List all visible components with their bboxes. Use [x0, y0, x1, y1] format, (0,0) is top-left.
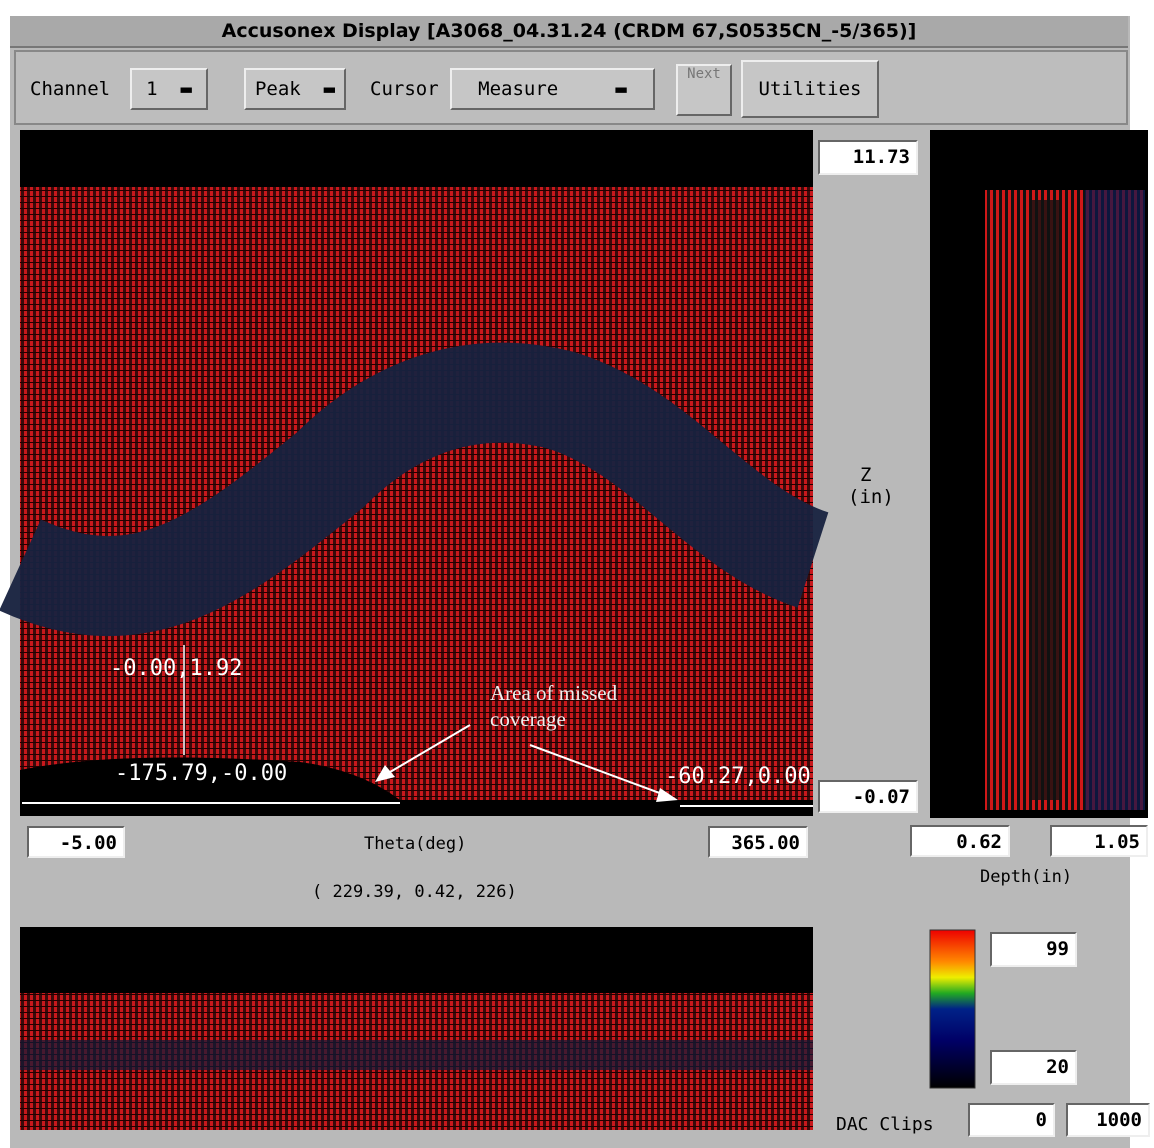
- color-bar: [930, 930, 975, 1088]
- scale-min[interactable]: 20: [990, 1050, 1077, 1085]
- depth-label: Depth(in): [980, 867, 1072, 887]
- dac-max[interactable]: 1000: [1066, 1103, 1150, 1137]
- theta-min[interactable]: -5.00: [27, 826, 125, 858]
- z-max[interactable]: 11.73: [818, 140, 918, 175]
- views: [0, 0, 1154, 1148]
- cursor-coords: -0.00,1.92: [110, 656, 242, 681]
- right-edge-coords: -60.27,0.00: [665, 764, 813, 789]
- z-unit: (in): [848, 486, 894, 508]
- left-edge-coords: -175.79,-0.00: [115, 761, 287, 786]
- bottom-view: [20, 927, 813, 1130]
- theta-label: Theta(deg): [364, 834, 466, 854]
- annotation-line: coverage: [490, 706, 617, 732]
- dac-label: DAC Clips: [836, 1114, 934, 1135]
- main-view: [20, 130, 813, 816]
- page: Accusonex Display [A3068_04.31.24 (CRDM …: [0, 0, 1154, 1148]
- depth-min[interactable]: 0.62: [910, 825, 1010, 857]
- z-label: Z: [860, 464, 871, 486]
- theta-max[interactable]: 365.00: [708, 826, 808, 858]
- side-view: [930, 130, 1148, 818]
- dac-min[interactable]: 0: [968, 1103, 1055, 1137]
- z-min[interactable]: -0.07: [818, 780, 918, 813]
- annotation-line: Area of missed: [490, 680, 617, 706]
- readout: ( 229.39, 0.42, 226): [312, 882, 517, 902]
- scale-max[interactable]: 99: [990, 932, 1077, 967]
- depth-max[interactable]: 1.05: [1050, 825, 1148, 857]
